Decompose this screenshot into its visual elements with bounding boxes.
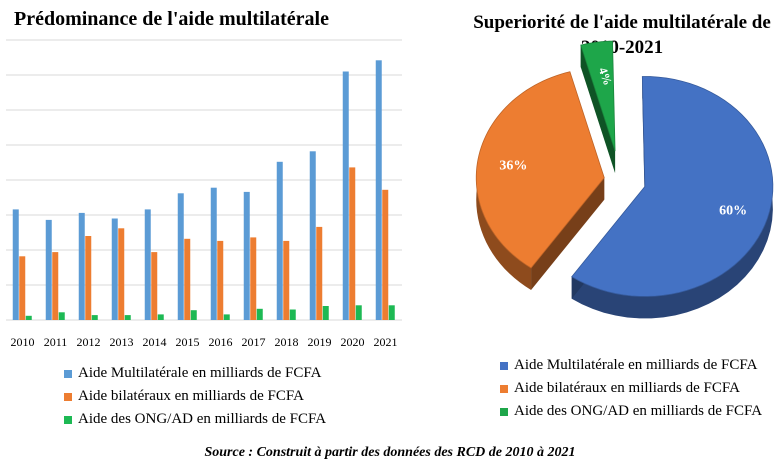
x-tick-label: 2016: [209, 335, 233, 349]
bar: [223, 314, 230, 320]
bar: [355, 305, 362, 320]
legend-item-ong: Aide des ONG/AD en milliards de FCFA: [500, 400, 780, 423]
bar: [177, 193, 184, 320]
bar: [124, 315, 131, 320]
pie-value-label: 36%: [499, 158, 527, 173]
bar: [91, 315, 98, 320]
bar: [111, 218, 118, 320]
legend-label: Aide des ONG/AD en milliards de FCFA: [78, 411, 327, 427]
pie-chart: 60% 36% 4%: [475, 40, 774, 319]
bar: [85, 236, 92, 320]
bar: [322, 306, 329, 320]
legend-swatch: [500, 407, 508, 416]
legend-item-multilateral: Aide Multilatérale en milliards de FCFA: [500, 354, 780, 377]
pie-slice-wall: [531, 177, 605, 290]
x-tick-label: 2017: [242, 335, 266, 349]
bar: [157, 314, 164, 320]
pie-value-label: 4%: [596, 65, 615, 87]
bar: [349, 167, 356, 320]
x-tick-label: 2019: [308, 335, 332, 349]
bar: [118, 228, 125, 320]
bar: [190, 310, 197, 320]
legend-label: Aide bilatéraux en milliards de FCFA: [514, 380, 740, 396]
source-note: Source : Construit à partir des données …: [204, 445, 576, 460]
x-tick-label: 2020: [341, 335, 365, 349]
bar: [25, 315, 32, 320]
bar: [19, 256, 26, 320]
bar: [283, 240, 290, 320]
bar: [151, 252, 158, 320]
bar: [250, 237, 257, 320]
bar: [78, 212, 85, 320]
legend-label: Aide bilatéraux en milliards de FCFA: [78, 388, 304, 404]
pie-slice: [475, 71, 605, 269]
x-tick-label: 2011: [44, 335, 68, 349]
bar-chart: 2010 2011 2012 2013 2014 2015 2016 2017 2018 2019…: [6, 39, 402, 349]
pie-slice-side: [571, 76, 773, 319]
bar: [144, 209, 151, 320]
bar: [52, 252, 59, 320]
bar: [382, 189, 389, 320]
pie-value-label: 60%: [719, 203, 747, 218]
legend-item-bilateral: Aide bilatéraux en milliards de FCFA: [500, 377, 780, 400]
legend-swatch: [500, 384, 508, 393]
x-tick-label: 2013: [110, 335, 134, 349]
x-tick-label: 2015: [176, 335, 200, 349]
x-tick-label: 2018: [275, 335, 299, 349]
legend-item-multilateral: Aide Multilatérale en milliards de FCFA: [64, 362, 326, 385]
legend-swatch: [64, 415, 72, 424]
bar: [256, 308, 263, 320]
x-tick-label: 2010: [11, 335, 35, 349]
bar: [388, 305, 395, 320]
legend-item-ong: Aide des ONG/AD en milliards de FCFA: [64, 408, 326, 431]
legend-swatch: [500, 361, 508, 370]
bar: [375, 60, 382, 321]
legend-label: Aide Multilatérale en milliards de FCFA: [78, 365, 322, 381]
legend-label: Aide Multilatérale en milliards de FCFA: [514, 357, 758, 373]
bar: [316, 226, 323, 320]
bar: [309, 151, 316, 320]
bar-chart-title: Prédominance de l'aide multilatérale: [14, 8, 329, 30]
bar: [58, 312, 65, 320]
pie-slice: [571, 76, 774, 297]
bar: [243, 191, 250, 320]
bar: [342, 71, 349, 320]
legend-label: Aide des ONG/AD en milliards de FCFA: [514, 403, 763, 419]
bar: [289, 309, 296, 320]
pie-slice-wall: [580, 45, 616, 174]
x-tick-label: 2021: [374, 335, 398, 349]
legend-item-bilateral: Aide bilatéraux en milliards de FCFA: [64, 385, 326, 408]
legend-swatch: [64, 392, 72, 401]
x-tick-label: 2014: [143, 335, 167, 349]
legend-swatch: [64, 369, 72, 378]
bar: [45, 219, 52, 320]
bar: [217, 240, 224, 320]
bar: [276, 161, 283, 320]
x-tick-label: 2012: [77, 335, 101, 349]
bar: [210, 187, 217, 320]
bar: [12, 209, 19, 320]
bar: [184, 238, 191, 320]
bar-chart-legend: Aide Multilatérale en milliards de FCFA …: [64, 362, 326, 431]
pie-slice: [580, 40, 616, 152]
pie-chart-legend: Aide Multilatérale en milliards de FCFA …: [500, 354, 780, 423]
